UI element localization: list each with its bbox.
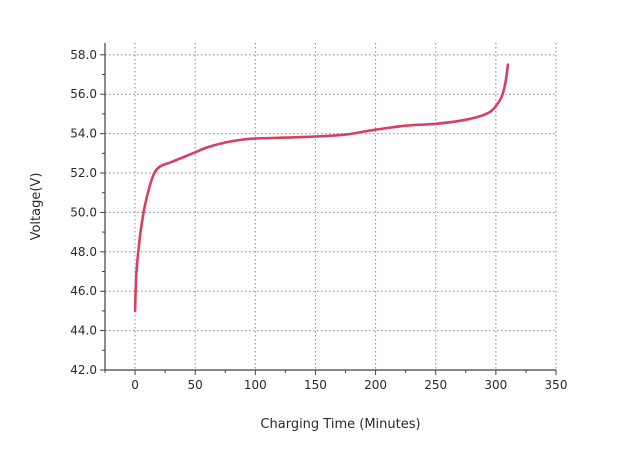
- x-tick-label: 50: [188, 378, 203, 392]
- y-tick-label: 58.0: [70, 48, 97, 62]
- x-tick-label: 200: [364, 378, 387, 392]
- series-line: [133, 63, 510, 313]
- grid-layer: [105, 43, 557, 371]
- y-tick-label: 46.0: [70, 284, 97, 298]
- y-axis-title: Voltage(V): [29, 173, 44, 241]
- x-tick-label: 100: [244, 378, 267, 392]
- tick-layer: 0 50 100 150 200 250 300 350 42.0 44.0 46.0 48.0 50.…: [70, 48, 567, 392]
- x-tick-label: 0: [131, 378, 139, 392]
- y-tick-label: 48.0: [70, 245, 97, 259]
- y-tick-label: 52.0: [70, 166, 97, 180]
- y-tick-label: 44.0: [70, 324, 97, 338]
- x-tick-label: 350: [545, 378, 568, 392]
- y-tick-label: 42.0: [70, 363, 97, 377]
- x-tick-label: 150: [304, 378, 327, 392]
- x-tick-label: 300: [484, 378, 507, 392]
- series-layer: [133, 63, 510, 313]
- x-axis-title: Charging Time (Minutes): [260, 417, 420, 432]
- y-tick-label: 50.0: [70, 205, 97, 219]
- y-tick-label: 54.0: [70, 127, 97, 141]
- y-tick-label: 56.0: [70, 87, 97, 101]
- axis-layer: [104, 43, 556, 371]
- x-tick-label: 250: [424, 378, 447, 392]
